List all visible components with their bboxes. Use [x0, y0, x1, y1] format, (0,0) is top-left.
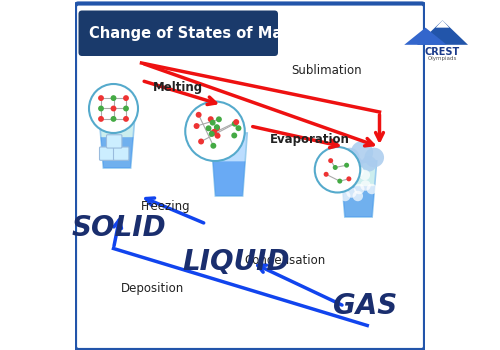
- Polygon shape: [212, 161, 246, 196]
- Circle shape: [208, 116, 214, 122]
- Polygon shape: [211, 133, 247, 196]
- Text: SOLID: SOLID: [72, 214, 166, 242]
- Circle shape: [354, 184, 364, 194]
- Circle shape: [110, 95, 116, 101]
- Circle shape: [344, 163, 349, 168]
- Text: CREST: CREST: [425, 47, 460, 57]
- Circle shape: [232, 133, 237, 139]
- Text: Evaporation: Evaporation: [270, 133, 349, 147]
- Circle shape: [315, 147, 360, 193]
- Polygon shape: [404, 28, 447, 45]
- Circle shape: [362, 156, 376, 172]
- Circle shape: [214, 124, 220, 130]
- FancyBboxPatch shape: [106, 135, 122, 148]
- Circle shape: [324, 172, 328, 177]
- Circle shape: [340, 148, 359, 167]
- Circle shape: [123, 106, 129, 111]
- Circle shape: [346, 176, 352, 181]
- Circle shape: [209, 131, 214, 137]
- Circle shape: [214, 125, 220, 131]
- Circle shape: [353, 166, 364, 177]
- Circle shape: [360, 180, 371, 191]
- Circle shape: [210, 120, 216, 126]
- Circle shape: [210, 143, 216, 149]
- Circle shape: [232, 121, 237, 127]
- Text: Melting: Melting: [153, 81, 204, 94]
- Circle shape: [98, 116, 104, 122]
- Circle shape: [198, 139, 204, 145]
- Circle shape: [211, 129, 217, 135]
- FancyBboxPatch shape: [114, 147, 129, 160]
- Circle shape: [110, 106, 116, 111]
- Polygon shape: [100, 137, 134, 168]
- Circle shape: [185, 102, 245, 161]
- Circle shape: [348, 156, 362, 172]
- Circle shape: [360, 170, 370, 180]
- Circle shape: [110, 116, 116, 122]
- Circle shape: [364, 148, 384, 167]
- Circle shape: [123, 116, 129, 122]
- Circle shape: [210, 131, 216, 137]
- Circle shape: [236, 125, 242, 131]
- Circle shape: [234, 119, 239, 125]
- Circle shape: [98, 95, 104, 101]
- Circle shape: [123, 95, 129, 101]
- Circle shape: [346, 187, 357, 198]
- Polygon shape: [342, 186, 375, 217]
- Circle shape: [196, 112, 202, 118]
- Circle shape: [194, 123, 200, 129]
- Circle shape: [206, 125, 212, 131]
- Text: LIQUID: LIQUID: [182, 248, 290, 276]
- Circle shape: [216, 116, 222, 122]
- Circle shape: [214, 133, 220, 139]
- FancyBboxPatch shape: [75, 4, 425, 350]
- Circle shape: [328, 158, 333, 163]
- Polygon shape: [417, 20, 468, 45]
- Polygon shape: [340, 161, 376, 217]
- FancyBboxPatch shape: [100, 147, 115, 160]
- Text: Change of States of Matter: Change of States of Matter: [89, 26, 314, 41]
- Circle shape: [332, 165, 338, 170]
- Polygon shape: [436, 20, 450, 28]
- Circle shape: [338, 178, 342, 184]
- Circle shape: [340, 191, 350, 201]
- Circle shape: [366, 184, 377, 194]
- Text: GAS: GAS: [334, 292, 398, 320]
- Text: Sublimation: Sublimation: [292, 63, 362, 77]
- Circle shape: [351, 141, 373, 163]
- Circle shape: [347, 170, 358, 180]
- Text: Olympiads: Olympiads: [428, 56, 457, 61]
- Polygon shape: [99, 112, 135, 168]
- Text: Freezing: Freezing: [141, 200, 191, 213]
- FancyBboxPatch shape: [78, 10, 278, 56]
- Circle shape: [352, 191, 363, 201]
- Text: Deposition: Deposition: [120, 282, 184, 295]
- Text: Condensation: Condensation: [244, 254, 326, 267]
- Circle shape: [98, 106, 104, 111]
- Circle shape: [89, 84, 138, 133]
